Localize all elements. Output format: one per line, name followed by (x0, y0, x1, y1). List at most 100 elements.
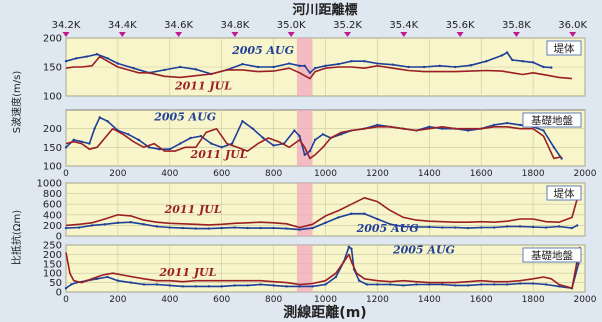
data-point (262, 136, 265, 140)
data-point (272, 65, 275, 69)
data-point (303, 153, 306, 156)
x-tick-label: 200 (109, 169, 126, 179)
marker-label: 35.4K (389, 20, 418, 31)
marker-triangle-icon (400, 32, 408, 37)
highlight-band (296, 245, 313, 292)
data-point (428, 225, 431, 229)
data-point (246, 284, 249, 287)
data-point (376, 62, 379, 65)
data-point (441, 127, 444, 130)
data-point (75, 57, 78, 60)
data-point (428, 283, 431, 286)
marker-row: 34.2K 34.4K 34.6K 34.8K 35.0K 35.2K 35.4K 35.6K… (52, 20, 588, 37)
marker-label: 34.6K (164, 20, 193, 31)
data-point (337, 62, 340, 66)
marker-34.6K: 34.6K (164, 20, 193, 37)
data-point (350, 212, 353, 215)
series-annotation: 2005 AUG (392, 243, 455, 256)
data-point (542, 129, 545, 132)
data-point (454, 65, 457, 69)
series-annotation: 2005 AUG (153, 110, 216, 123)
series-line-2011-jul (65, 126, 562, 160)
data-point (467, 129, 470, 132)
data-point (298, 64, 301, 68)
data-point (557, 225, 561, 228)
marker-34.4K: 34.4K (108, 20, 137, 37)
series-line-2011-jul (65, 246, 581, 290)
data-point (438, 64, 441, 68)
data-point (147, 146, 151, 149)
data-point (467, 284, 470, 287)
data-point (376, 217, 379, 221)
data-point (521, 60, 524, 63)
data-point (560, 157, 563, 160)
marker-label: 35.0K (277, 20, 306, 31)
data-point (293, 129, 296, 132)
data-point (285, 227, 288, 230)
data-point (415, 225, 418, 229)
y-tick-label: 50 (49, 278, 62, 289)
x-tick-label: 1200 (366, 295, 389, 305)
data-point (298, 134, 301, 138)
data-point (313, 138, 317, 142)
data-point (259, 226, 262, 230)
data-point (72, 138, 75, 142)
data-point (95, 53, 99, 56)
data-point (467, 226, 470, 230)
data-point (168, 226, 171, 229)
x-tick-label: 400 (161, 169, 178, 179)
data-point (492, 226, 496, 229)
data-point (402, 284, 405, 287)
data-point (64, 287, 68, 290)
marker-34.8K: 34.8K (220, 20, 250, 37)
data-point (415, 283, 418, 286)
data-point (402, 225, 405, 228)
marker-label: 34.2K (52, 20, 81, 31)
data-point (80, 140, 83, 143)
x-tick-label: 0 (63, 169, 69, 179)
marker-35.6K: 35.6K (446, 20, 475, 37)
data-point (531, 282, 535, 285)
data-point (285, 285, 288, 288)
data-point (194, 227, 197, 230)
data-point (492, 123, 496, 127)
data-point (106, 57, 109, 60)
series-line-2011-jul (65, 197, 578, 229)
x-tick-label: 2000 (574, 169, 597, 179)
y-tick-label: 100 (43, 269, 62, 280)
data-point (116, 62, 120, 65)
x-tick-label: 1400 (418, 169, 441, 179)
data-point (389, 223, 392, 226)
data-point (389, 283, 392, 286)
data-point (441, 226, 444, 229)
panel-label: 基礎地盤 (531, 249, 573, 262)
data-point (544, 283, 548, 286)
data-point (69, 283, 73, 286)
data-point (163, 68, 166, 72)
data-point (207, 285, 210, 288)
x-tick-label: 800 (265, 295, 282, 305)
data-point (422, 65, 426, 69)
data-point (407, 65, 410, 69)
series-annotation: 2011 JUL (174, 80, 232, 93)
data-point (287, 62, 291, 65)
data-point (469, 64, 473, 67)
data-point (129, 221, 133, 224)
panel-label-box (522, 112, 582, 128)
data-point (531, 225, 535, 229)
series-line-2005-aug (65, 51, 552, 75)
panel-label: 堤体 (554, 43, 575, 55)
marker-label: 34.8K (220, 20, 249, 31)
marker-label: 34.4K (108, 20, 137, 31)
y-tick-label: 800 (43, 189, 62, 200)
y-tick-label: 0 (56, 232, 62, 243)
data-point (505, 225, 509, 228)
data-point (155, 283, 159, 286)
data-point (272, 226, 275, 230)
data-point (324, 221, 327, 224)
data-point (168, 148, 171, 151)
x-tick-label: 600 (213, 295, 230, 305)
data-point (127, 133, 130, 136)
